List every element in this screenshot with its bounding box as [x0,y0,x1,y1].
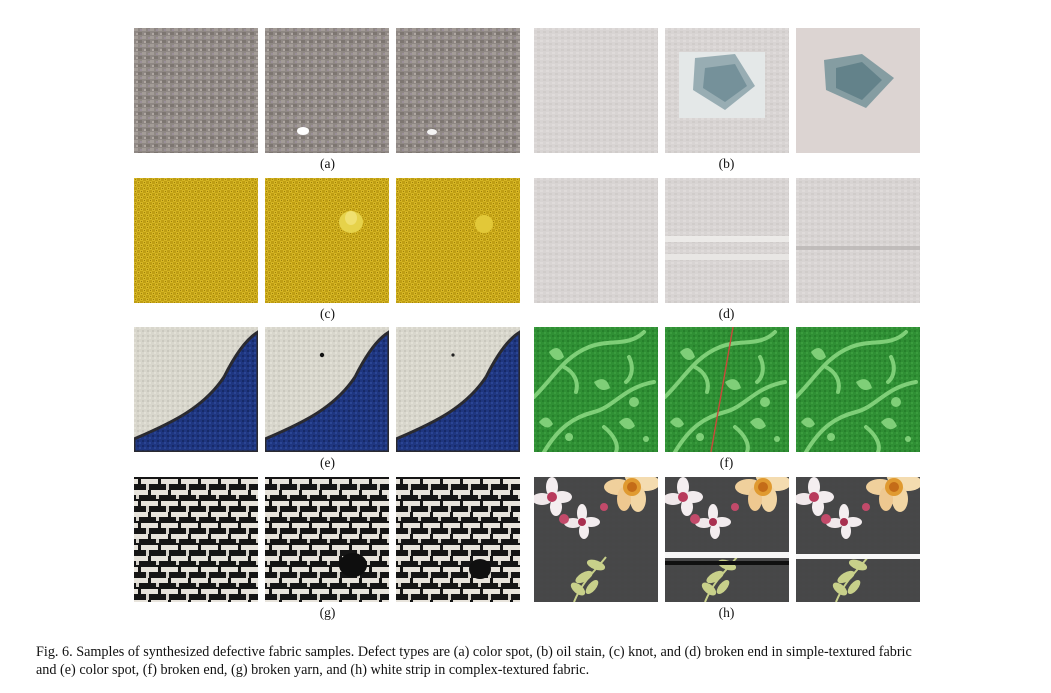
image-b-defect-real [796,28,920,153]
subfigure-label-f: (f) [719,455,734,470]
image-f-defect-real [796,327,920,452]
subfigure-label-c: (c) [320,306,335,321]
panel-g: (g) [134,477,521,620]
caption-line-1: Fig. 6. Samples of synthesized defective… [36,644,912,660]
image-d-defect-real [796,178,920,303]
image-e-normal [134,327,258,452]
image-b-normal [534,28,658,153]
subfigure-label-e: (e) [320,455,335,470]
image-c-normal [134,178,258,303]
image-b-defect-synthesized [665,28,789,153]
image-g-normal [134,477,258,602]
image-a-defect-real [396,28,520,153]
image-e-defect-real [396,327,520,452]
panel-h: (h) [534,477,920,620]
subfigure-label-h: (h) [718,605,735,620]
image-g-defect-synthesized [265,477,389,602]
subfigure-label-b: (b) [718,156,735,171]
image-f-defect-synthesized [665,327,789,452]
figure-caption: Fig. 6. Samples of synthesized defective… [36,643,1026,679]
panel-f: (f) [534,327,920,470]
panel-b: (b) [534,28,920,171]
image-h-normal [534,477,658,602]
panel-a: (a) [134,28,521,171]
image-a-defect-synthesized [265,28,389,153]
image-d-defect-synthesized [665,178,789,303]
image-a-normal [134,28,258,153]
image-c-defect-real [396,178,520,303]
panel-d: (d) [534,178,920,321]
image-h-defect-real [796,477,920,602]
image-f-normal [534,327,658,452]
image-d-normal [534,178,658,303]
caption-line-2: and (e) color spot, (f) broken end, (g) … [36,662,590,678]
subfigure-label-d: (d) [718,306,735,321]
subfigure-label-g: (g) [319,605,336,620]
image-c-defect-synthesized [265,178,389,303]
panel-c: (c) [134,178,521,321]
image-e-defect-synthesized [265,327,389,452]
subfigure-label-a: (a) [320,156,335,171]
image-h-defect-synthesized [665,477,789,602]
panel-e: (e) [134,327,521,470]
image-g-defect-real [396,477,520,602]
